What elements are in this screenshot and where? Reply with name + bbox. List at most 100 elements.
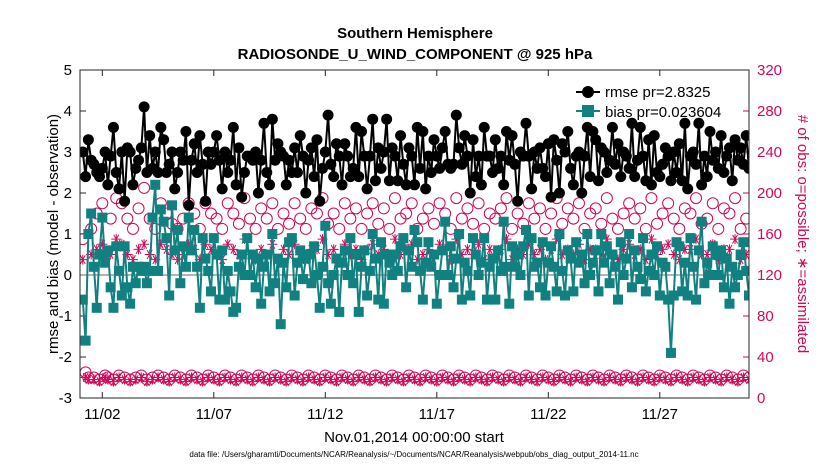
rmse-point xyxy=(601,167,613,178)
assimilated-obs-marker xyxy=(587,372,598,383)
rmse-point xyxy=(378,146,390,158)
assimilated-obs-marker xyxy=(253,372,264,383)
bias-point xyxy=(713,270,724,280)
possible-obs-marker xyxy=(455,212,468,225)
bias-point xyxy=(353,306,364,317)
assimilated-obs-marker xyxy=(208,374,219,385)
bias-point xyxy=(571,237,582,248)
bias-point xyxy=(490,294,501,305)
assimilated-obs-marker xyxy=(275,374,286,385)
bias-point xyxy=(367,229,378,239)
rmse-point xyxy=(671,167,683,178)
assimilated-obs-marker xyxy=(153,372,164,383)
rmse-point xyxy=(219,146,231,158)
bias-point xyxy=(716,245,727,256)
rmse-point xyxy=(434,162,446,174)
bias-point xyxy=(554,229,565,239)
bias-point xyxy=(403,245,414,256)
assimilated-obs-marker xyxy=(484,244,495,255)
bias-point xyxy=(654,290,665,301)
rmse-point xyxy=(280,179,292,191)
bias-point xyxy=(423,237,434,248)
bias-point xyxy=(392,265,403,276)
bias-point xyxy=(141,278,152,289)
rmse-point xyxy=(107,121,119,133)
rmse-point xyxy=(325,158,337,170)
rmse-point xyxy=(657,158,669,170)
rmse-point xyxy=(266,113,278,125)
bias-point xyxy=(108,302,119,313)
assimilated-obs-marker xyxy=(744,374,749,385)
assimilated-obs-marker xyxy=(370,372,381,383)
rmse-point xyxy=(417,126,429,137)
rmse-point xyxy=(448,158,460,170)
possible-obs-marker xyxy=(416,212,429,225)
rmse-point xyxy=(155,121,167,133)
bias-point xyxy=(612,294,623,305)
assimilated-obs-marker xyxy=(663,239,674,250)
rmse-point xyxy=(679,117,691,129)
bias-point xyxy=(348,278,359,289)
y-right-tick-label: 200 xyxy=(757,185,782,202)
bias-point xyxy=(395,241,406,252)
rmse-point xyxy=(450,109,462,121)
bias-point xyxy=(334,306,345,317)
y-tick-label: 5 xyxy=(64,62,72,79)
rmse-point xyxy=(392,175,404,187)
data-file-note: data file: /Users/gharamti/Documents/NCA… xyxy=(189,450,638,459)
assimilated-obs-marker xyxy=(498,376,509,387)
assimilated-obs-marker xyxy=(437,372,448,383)
possible-obs-marker xyxy=(729,192,742,205)
bias-point xyxy=(186,245,197,256)
rmse-point xyxy=(308,171,320,183)
rmse-point xyxy=(261,167,273,178)
axes-layer: -3 -2 -1 0 1 2 3 4 5 0 40 80 120 160 200 240 280 320 11/02… xyxy=(59,62,782,423)
possible-obs-marker xyxy=(366,197,379,210)
bias-point xyxy=(660,261,671,272)
rmse-point xyxy=(634,121,646,133)
bias-point xyxy=(515,270,526,280)
bias-point xyxy=(100,257,111,268)
rmse-point xyxy=(439,126,451,137)
bias-point xyxy=(604,278,615,289)
bias-point xyxy=(166,200,177,211)
bias-point xyxy=(116,290,127,301)
assimilated-obs-marker xyxy=(169,372,180,383)
bias-point xyxy=(331,253,342,264)
assimilated-obs-marker xyxy=(133,244,144,255)
rmse-point xyxy=(464,187,476,199)
bias-point xyxy=(337,257,348,268)
possible-obs-marker xyxy=(227,207,240,220)
assimilated-obs-marker xyxy=(359,374,370,385)
bias-point xyxy=(306,278,317,289)
rmse-point xyxy=(565,162,577,174)
assimilated-obs-marker xyxy=(147,374,158,385)
bias-point xyxy=(727,261,738,272)
bias-point xyxy=(381,249,392,260)
assimilated-obs-marker xyxy=(381,376,392,387)
bias-point xyxy=(253,253,264,264)
bias-point xyxy=(258,261,269,272)
possible-obs-marker xyxy=(96,197,109,210)
bias-point xyxy=(406,261,417,272)
bias-point xyxy=(239,270,250,280)
rmse-point xyxy=(289,142,301,154)
bias-point xyxy=(219,294,230,305)
rmse-point xyxy=(545,191,557,203)
bias-point xyxy=(289,290,300,301)
bias-point xyxy=(328,270,339,280)
bias-point xyxy=(80,335,91,346)
y-right-tick-label: 120 xyxy=(757,267,782,284)
rmse-point xyxy=(233,142,245,154)
assimilated-obs-marker xyxy=(593,374,604,385)
possible-obs-marker xyxy=(450,192,463,205)
assimilated-obs-marker xyxy=(431,376,442,387)
rmse-point xyxy=(579,150,591,162)
assimilated-obs-marker xyxy=(487,372,498,383)
bias-point xyxy=(501,261,512,272)
rmse-point xyxy=(425,167,437,178)
assimilated-obs-marker xyxy=(420,372,431,383)
rmse-point xyxy=(199,195,211,207)
bias-point xyxy=(593,286,604,297)
rmse-point xyxy=(534,142,546,154)
